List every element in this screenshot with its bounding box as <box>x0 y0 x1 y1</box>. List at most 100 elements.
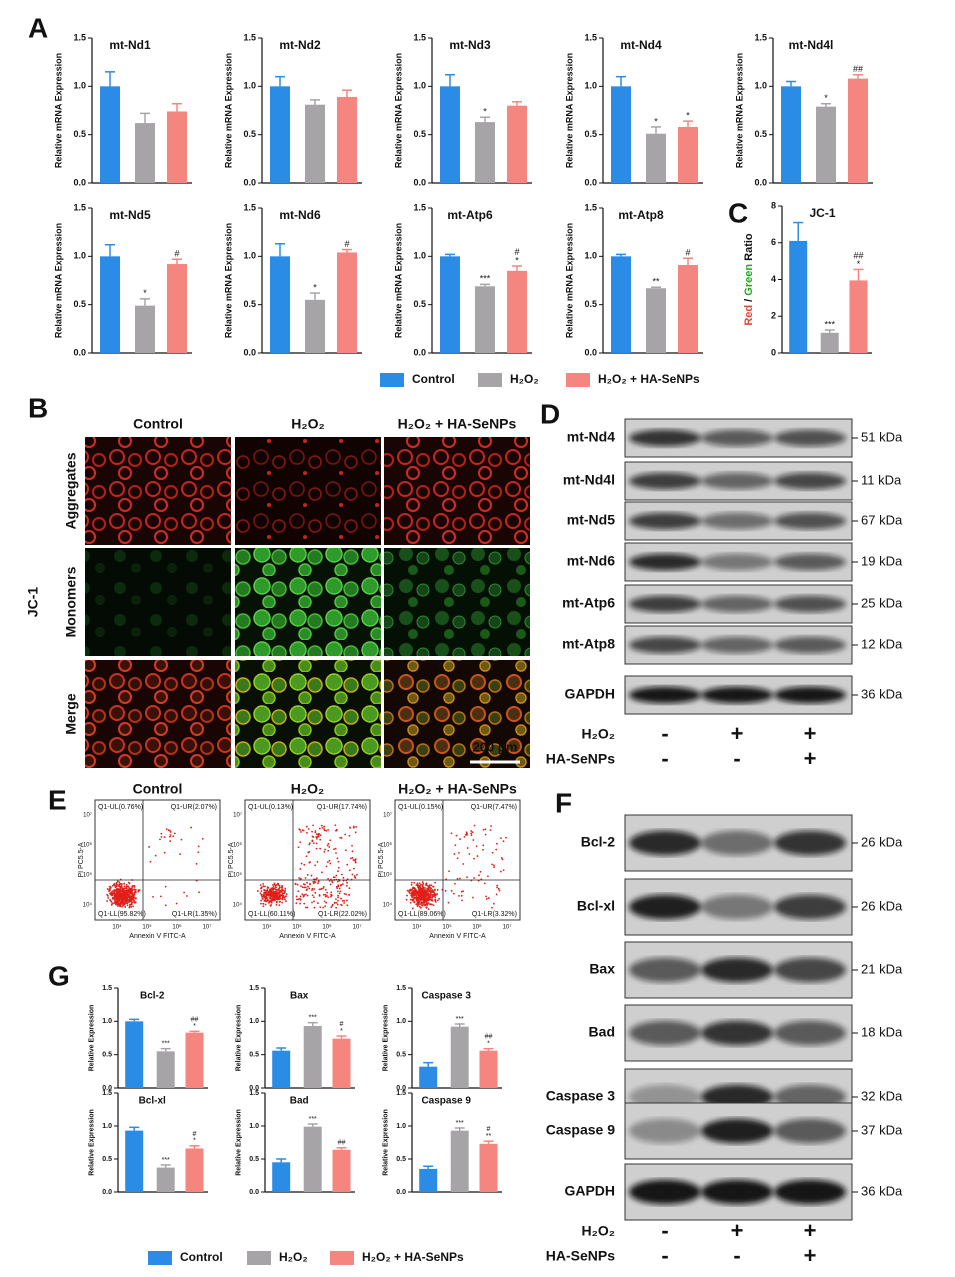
significance-label: *** <box>309 1116 317 1123</box>
legend-label: H₂O₂ + HA-SeNPs <box>598 372 700 386</box>
flow-event <box>271 899 274 901</box>
flow-event <box>412 898 415 901</box>
blot-band <box>701 636 773 654</box>
flow-event <box>109 886 112 889</box>
column-title: H₂O₂ <box>291 416 324 432</box>
flow-event <box>329 883 332 886</box>
panel-letter: D <box>540 398 560 429</box>
flow-event <box>409 901 412 904</box>
bar <box>816 106 836 183</box>
flow-event <box>346 878 349 880</box>
flow-event <box>121 899 124 901</box>
blot-band <box>629 1020 701 1046</box>
y-tick-label: 1.0 <box>396 1018 406 1025</box>
chart-title: mt-Nd1 <box>109 38 151 52</box>
legend-label: H₂O₂ <box>510 372 539 386</box>
y-tick-label: 1.0 <box>243 81 256 91</box>
y-axis-label: Relative Expression <box>235 1005 242 1072</box>
flow-event <box>280 886 283 889</box>
chart-title: JC-1 <box>809 206 835 220</box>
flow-event <box>256 890 259 892</box>
y-axis-label-part: / <box>743 296 755 305</box>
flow-event <box>433 891 435 894</box>
significance-label: ## <box>485 1034 493 1041</box>
flow-event <box>422 882 425 885</box>
flow-event <box>505 836 507 839</box>
flow-event <box>129 896 132 899</box>
flow-event <box>270 901 273 904</box>
bar <box>272 1162 291 1192</box>
legend-swatch <box>380 373 404 387</box>
flow-event <box>300 862 303 865</box>
flow-event <box>324 848 326 851</box>
flow-event <box>330 895 332 898</box>
flow-event <box>154 854 157 857</box>
flow-event <box>472 839 475 841</box>
flow-event <box>313 896 315 899</box>
flow-event <box>180 838 183 841</box>
chart-title: mt-Nd4 <box>620 38 662 52</box>
flow-event <box>337 896 339 899</box>
flow-event <box>273 882 276 885</box>
flow-event <box>339 890 342 893</box>
flow-event <box>275 884 278 886</box>
flow-event <box>417 891 420 894</box>
significance-label: ## <box>338 1140 346 1147</box>
flow-event <box>274 894 277 897</box>
y-tick-label: 0.0 <box>243 177 256 187</box>
quadrant-label: Q1-UR(7.47%) <box>471 804 517 811</box>
y-tick-label: 10⁵ <box>233 872 243 879</box>
blot-band <box>629 512 701 530</box>
flow-event <box>315 877 318 880</box>
flow-event <box>123 885 126 888</box>
flow-event <box>454 882 456 885</box>
flow-event <box>281 901 283 904</box>
flow-event <box>281 884 284 887</box>
blot-band <box>629 636 701 654</box>
blot-band <box>774 686 846 704</box>
blot-band <box>774 429 846 447</box>
significance-label: * <box>193 1138 196 1145</box>
bar <box>678 265 698 353</box>
bar <box>646 133 666 183</box>
flow-event <box>179 853 182 856</box>
y-tick-label: 0.5 <box>396 1052 406 1059</box>
bar <box>303 1026 322 1088</box>
flow-event <box>108 889 111 892</box>
chart-title: Bax <box>290 991 309 1002</box>
flow-event <box>117 896 120 899</box>
flow-event <box>323 828 325 830</box>
flow-event <box>284 887 287 890</box>
flow-event <box>271 897 274 900</box>
flow-event <box>335 901 338 904</box>
flow-event <box>164 885 167 888</box>
flow-event <box>301 886 304 889</box>
significance-label: *** <box>456 1016 464 1023</box>
flow-event <box>195 862 198 865</box>
y-axis-label: Relative mRNA Expression <box>53 53 63 168</box>
size-label: 12 kDa <box>861 636 903 651</box>
blot-band <box>701 957 773 983</box>
flow-event <box>264 903 267 906</box>
size-label: 26 kDa <box>861 834 903 849</box>
flow-event <box>308 851 311 853</box>
flow-event <box>307 885 309 888</box>
flow-event <box>130 898 133 901</box>
flow-event <box>461 899 463 902</box>
y-axis-label: Relative mRNA Expression <box>564 53 574 168</box>
flow-event <box>343 899 346 902</box>
flow-event <box>455 834 458 837</box>
blot-band <box>701 472 773 490</box>
flow-title: H₂O₂ <box>291 781 324 797</box>
x-tick-label: 10⁶ <box>472 924 482 931</box>
bar <box>507 270 527 353</box>
blot-band <box>774 595 846 613</box>
flow-event <box>279 897 282 900</box>
flow-event <box>353 875 356 877</box>
quadrant-label: Q1-UR(2.07%) <box>171 804 217 811</box>
flow-event <box>500 837 502 840</box>
flow-event <box>337 899 339 902</box>
blot-label: mt-Nd4 <box>567 429 615 445</box>
y-tick-label: 0.0 <box>396 1085 406 1092</box>
y-tick-label: 0.0 <box>73 177 86 187</box>
